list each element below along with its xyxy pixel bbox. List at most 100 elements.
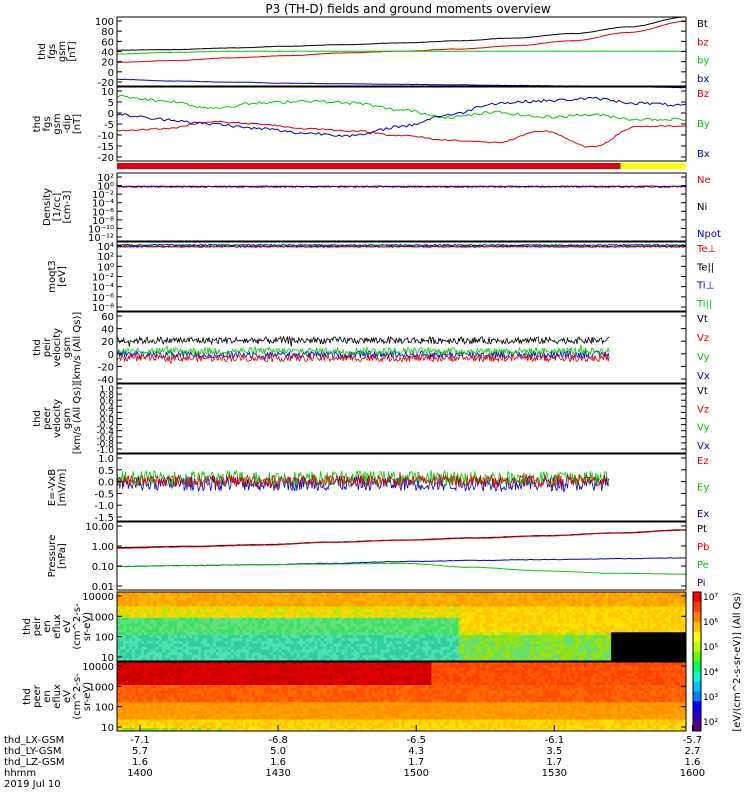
ion-spec-cell	[413, 635, 417, 639]
ion-spec-cell	[491, 649, 495, 653]
ion-spec-cell	[593, 597, 597, 602]
ion-spec-cell	[404, 594, 408, 599]
ion-spec-cell	[527, 615, 531, 619]
ion-spec-cell	[224, 658, 229, 662]
electron-spec-cell	[140, 687, 145, 692]
ion-spec-cell	[119, 638, 124, 642]
ion-spec-cell	[479, 620, 483, 625]
ion-spec-cell	[539, 615, 543, 619]
ion-spec-cell	[212, 594, 217, 599]
ion-spec-cell	[611, 626, 615, 630]
ion-spec-cell	[311, 649, 316, 653]
ion-spec-cell	[635, 615, 639, 619]
ion-spec-cell	[311, 652, 316, 656]
ion-spec-cell	[611, 615, 615, 619]
ion-spec-cell	[431, 626, 435, 630]
ion-spec-cell	[683, 612, 687, 616]
ion-spec-cell	[155, 606, 160, 610]
ion-spec-cell	[569, 606, 573, 610]
ion-spec-cell	[221, 629, 226, 633]
ion-spec-cell	[212, 632, 217, 636]
ion-spec-cell	[392, 635, 396, 639]
electron-spec-cell	[128, 673, 133, 677]
ion-spec-cell	[437, 652, 441, 656]
electron-spec-cell	[161, 719, 166, 723]
ion-spec-cell	[152, 655, 157, 659]
ion-spec-cell	[608, 592, 612, 596]
ion-spec-cell	[386, 597, 390, 602]
ion-spec-cell	[416, 603, 420, 607]
ion-spec-cell	[485, 626, 489, 630]
ion-spec-cell	[125, 603, 130, 607]
ion-spec-cell	[329, 626, 334, 630]
ion-spec-cell	[143, 655, 148, 659]
ion-spec-cell	[620, 594, 624, 599]
ion-spec-cell	[311, 592, 316, 596]
electron-spec-cell	[117, 682, 121, 686]
ion-spec-cell	[515, 652, 519, 656]
ion-spec-cell	[173, 623, 178, 627]
ion-spec-cell	[563, 594, 567, 599]
ion-spec-cell	[302, 658, 307, 662]
ion-spec-cell	[389, 643, 393, 648]
ion-spec-cell	[203, 594, 208, 599]
ion-spec-cell	[422, 646, 426, 650]
ion-spec-cell	[377, 640, 381, 645]
ion-spec-cell	[638, 640, 642, 645]
electron-spec-cell	[149, 687, 154, 692]
ion-spec-cell	[377, 594, 381, 599]
ion-spec-cell	[200, 603, 205, 607]
ion-spec-cell	[314, 655, 319, 659]
electron-spec-cell	[152, 693, 157, 697]
ion-spec-cell	[515, 646, 519, 650]
ion-spec-cell	[221, 623, 226, 627]
ion-spec-cell	[572, 640, 576, 645]
ion-spec-cell	[395, 626, 399, 630]
ion-spec-cell	[206, 658, 211, 662]
electron-spec-cell	[134, 690, 139, 695]
ion-spec-cell	[536, 658, 540, 662]
ion-spec-cell	[305, 592, 310, 596]
ion-spec-cell	[404, 615, 408, 619]
ion-spec-cell	[179, 597, 184, 602]
electron-spec-cell	[119, 702, 124, 706]
ion-spec-cell	[326, 612, 331, 616]
ion-spec-cell	[122, 609, 127, 613]
ion-spec-cell	[566, 612, 570, 616]
ion-spec-cell	[668, 646, 672, 650]
ion-spec-cell	[191, 638, 196, 642]
ion-spec-cell	[386, 638, 390, 642]
ion-spec-cell	[182, 600, 187, 604]
ion-spec-cell	[263, 646, 268, 650]
ion-spec-cell	[275, 597, 280, 602]
electron-spec-cell	[164, 685, 169, 689]
ion-spec-cell	[563, 646, 567, 650]
ion-spec-cell	[302, 600, 307, 604]
ion-spec-cell	[419, 632, 423, 636]
ion-spec-cell	[524, 612, 528, 616]
ion-spec-cell	[263, 594, 268, 599]
ion-spec-cell	[245, 632, 250, 636]
ion-spec-cell	[470, 603, 474, 607]
ion-spec-cell	[611, 629, 615, 633]
ion-spec-cell	[326, 600, 331, 604]
ion-spec-cell	[629, 609, 633, 613]
ion-spec-cell	[647, 606, 651, 610]
ion-spec-cell	[152, 612, 157, 616]
ion-spec-cell	[617, 594, 621, 599]
ion-spec-cell	[125, 655, 130, 659]
electron-spec-cell	[140, 702, 145, 706]
ion-spec-cell	[128, 655, 133, 659]
ion-spec-cell	[299, 620, 304, 625]
ion-spec-cell	[191, 646, 196, 650]
ion-spec-cell	[680, 620, 684, 625]
ion-spec-cell	[587, 612, 591, 616]
ion-spec-cell	[329, 643, 334, 648]
ion-spec-cell	[380, 638, 384, 642]
ion-spec-cell	[149, 617, 154, 622]
ion-spec-cell	[380, 592, 384, 596]
ion-spec-cell	[551, 594, 555, 599]
ion-spec-cell	[584, 615, 588, 619]
ion-spec-cell	[117, 626, 121, 630]
ion-spec-cell	[149, 594, 154, 599]
